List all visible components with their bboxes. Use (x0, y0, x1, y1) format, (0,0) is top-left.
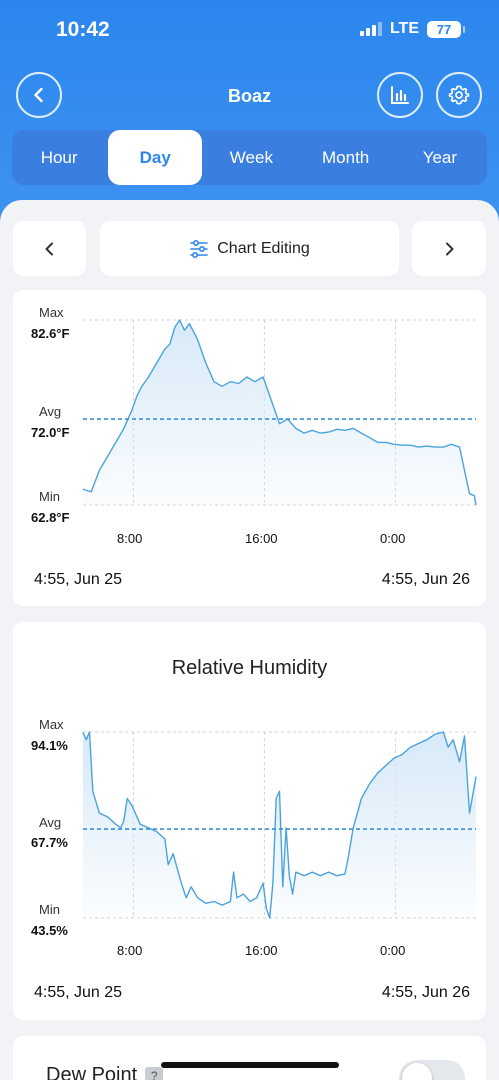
help-icon[interactable]: ? (145, 1066, 164, 1080)
tab-month[interactable]: Month (322, 148, 370, 167)
x-tick-label: 16:00 (245, 943, 278, 958)
content-sheet: Chart Editing Max 82.6°F Avg 72.0°F Min … (0, 200, 499, 1080)
temperature-card: Max 82.6°F Avg 72.0°F Min 62.8°F 8:00 16… (13, 290, 486, 606)
dew-point-toggle[interactable] (399, 1060, 465, 1080)
battery-icon: 77 (427, 20, 465, 38)
home-indicator (161, 1062, 339, 1068)
chevron-left-icon (34, 87, 43, 103)
max-value: 82.6°F (31, 326, 70, 341)
toggle-knob (402, 1063, 432, 1080)
tab-day[interactable]: Day (108, 130, 203, 185)
avg-label: Avg (39, 815, 62, 830)
page-title: Boaz (227, 86, 271, 106)
humidity-chart (82, 731, 477, 919)
x-tick-label: 16:00 (245, 531, 278, 546)
range-end-label: 4:55, Jun 26 (381, 984, 470, 1001)
bar-chart-icon (391, 86, 409, 104)
dew-point-title: Dew Point? (46, 1064, 164, 1080)
chart-editing-button[interactable]: Chart Editing (100, 221, 399, 276)
network-label: LTE (389, 20, 419, 37)
sliders-icon (190, 239, 209, 258)
avg-value: 72.0°F (31, 425, 70, 440)
dew-point-card: Dew Point? (13, 1036, 486, 1080)
stats-button[interactable] (377, 72, 423, 118)
series-area (83, 320, 476, 505)
chart-title: Relative Humidity (171, 657, 328, 679)
x-tick-label: 8:00 (117, 943, 143, 958)
x-tick-label: 0:00 (380, 943, 406, 958)
chevron-left-icon (45, 242, 53, 255)
max-label: Max (39, 717, 64, 732)
min-value: 43.5% (31, 923, 68, 938)
settings-button[interactable] (436, 72, 482, 118)
max-value: 94.1% (31, 738, 68, 753)
series-line (82, 319, 477, 506)
x-tick-label: 0:00 (380, 531, 406, 546)
prev-period-button[interactable] (13, 221, 86, 276)
tab-hour[interactable]: Hour (40, 148, 78, 167)
tab-year[interactable]: Year (422, 148, 458, 167)
humidity-card: Relative Humidity Max 94.1% Avg 67.7% Mi… (13, 622, 486, 1020)
dew-point-label: Dew Point (46, 1064, 138, 1080)
range-end-label: 4:55, Jun 26 (381, 571, 470, 588)
min-label: Min (39, 902, 60, 917)
period-tabs: Hour Day Week Month Year (12, 130, 487, 185)
header: 10:42 LTE 77 Boaz Hour Day Week Month Ye… (0, 0, 499, 230)
next-period-button[interactable] (412, 221, 486, 276)
series-line (82, 731, 477, 919)
range-start-label: 4:55, Jun 25 (34, 571, 123, 588)
status-indicators: LTE 77 (359, 20, 465, 38)
gear-icon (448, 85, 470, 105)
x-tick-label: 8:00 (117, 531, 143, 546)
status-bar: 10:42 LTE 77 (0, 0, 499, 60)
avg-label: Avg (39, 404, 62, 419)
temperature-chart (82, 319, 477, 506)
min-value: 62.8°F (31, 510, 70, 525)
chart-editing-label: Chart Editing (217, 239, 310, 257)
min-label: Min (39, 489, 60, 504)
tab-week[interactable]: Week (229, 148, 273, 167)
avg-value: 67.7% (31, 835, 68, 850)
max-label: Max (39, 305, 64, 320)
chevron-right-icon (446, 242, 454, 255)
series-area (83, 732, 476, 918)
back-button[interactable] (16, 72, 62, 118)
status-time: 10:42 (56, 18, 110, 41)
range-start-label: 4:55, Jun 25 (34, 984, 123, 1001)
signal-icon (359, 22, 382, 36)
